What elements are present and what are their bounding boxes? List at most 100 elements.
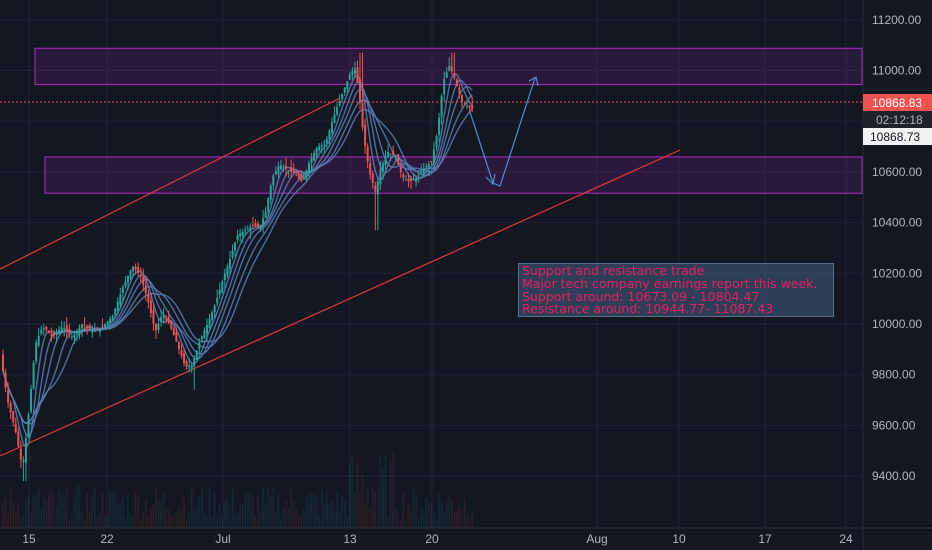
y-tick-label: 10400.00 bbox=[872, 216, 922, 230]
candle bbox=[114, 307, 117, 319]
candle-body bbox=[254, 222, 257, 227]
candle bbox=[228, 250, 231, 275]
candle-body bbox=[450, 66, 453, 72]
candle bbox=[374, 181, 377, 231]
volume-bar bbox=[394, 507, 397, 528]
candle bbox=[22, 456, 25, 482]
candle bbox=[445, 67, 448, 79]
candle-body bbox=[427, 163, 430, 168]
candle-body bbox=[292, 171, 295, 174]
candle-body bbox=[137, 267, 140, 273]
candle bbox=[366, 143, 369, 169]
candle bbox=[132, 266, 135, 277]
support-zone bbox=[44, 156, 863, 194]
candle bbox=[111, 314, 114, 322]
candle-body bbox=[35, 342, 38, 362]
candle-body bbox=[218, 289, 221, 296]
candle bbox=[297, 171, 300, 181]
candle bbox=[88, 322, 91, 330]
volume-bar bbox=[275, 513, 277, 528]
candle bbox=[142, 268, 145, 291]
candle-body bbox=[297, 174, 300, 179]
candle bbox=[75, 328, 78, 342]
candle bbox=[251, 216, 254, 230]
volume-bar bbox=[410, 509, 412, 528]
candle-body bbox=[361, 103, 364, 128]
candle-body bbox=[279, 165, 282, 170]
volume-bar bbox=[415, 493, 417, 528]
candle-body bbox=[425, 166, 428, 168]
candle bbox=[269, 183, 272, 205]
candle bbox=[50, 327, 53, 342]
candle bbox=[45, 325, 48, 333]
candle-body bbox=[290, 166, 293, 172]
volume-bar bbox=[175, 513, 178, 528]
volume-bar bbox=[453, 511, 456, 528]
candle bbox=[12, 410, 15, 427]
volume-bar bbox=[167, 509, 170, 528]
candle-body bbox=[208, 318, 211, 328]
candle bbox=[432, 141, 435, 172]
candle-body bbox=[274, 170, 277, 175]
candle bbox=[430, 161, 433, 165]
volume-bar bbox=[290, 489, 292, 528]
annotation-line-1: Support and resistance trade bbox=[522, 263, 705, 278]
candle-body bbox=[257, 223, 259, 228]
x-tick-label: Aug bbox=[586, 532, 607, 546]
candle bbox=[24, 434, 27, 482]
candle-body bbox=[129, 270, 132, 279]
candle-body bbox=[188, 365, 191, 368]
candle bbox=[55, 328, 58, 343]
candle-body bbox=[22, 460, 25, 463]
volume-bar bbox=[58, 489, 60, 528]
candle bbox=[70, 333, 73, 340]
volume-bar bbox=[198, 496, 201, 528]
volume-bar bbox=[371, 485, 374, 528]
candle-body bbox=[190, 364, 193, 369]
volume-bar bbox=[129, 514, 132, 528]
candle bbox=[285, 157, 288, 177]
candle-body bbox=[305, 170, 308, 180]
last-price-label: 10868.83 bbox=[872, 96, 922, 110]
candle-body bbox=[404, 179, 407, 181]
candle-body bbox=[81, 324, 84, 329]
volume-bar bbox=[428, 500, 430, 528]
volume-bar bbox=[364, 502, 366, 528]
candle bbox=[287, 170, 290, 179]
candle-body bbox=[397, 154, 400, 165]
volume-bar bbox=[17, 503, 20, 528]
volume-bar bbox=[2, 502, 4, 528]
annotation-box[interactable]: Support and resistance trade Major tech … bbox=[518, 263, 834, 317]
candle bbox=[387, 144, 390, 159]
candle-body bbox=[432, 149, 435, 163]
volume-bar bbox=[422, 509, 425, 528]
candle-body bbox=[195, 350, 198, 360]
candle-body bbox=[27, 414, 30, 438]
volume-bar bbox=[333, 513, 336, 528]
candle-body bbox=[387, 152, 390, 158]
candle-body bbox=[251, 225, 254, 227]
candle-body bbox=[177, 342, 180, 349]
candle-body bbox=[466, 105, 469, 107]
candle bbox=[223, 268, 226, 289]
volume-bar bbox=[96, 516, 99, 528]
candle-body bbox=[121, 287, 124, 293]
candle-body bbox=[172, 328, 175, 336]
volume-bar bbox=[106, 515, 109, 528]
volume-bar bbox=[65, 485, 68, 528]
candle-body bbox=[438, 117, 441, 135]
y-tick-label: 10000.00 bbox=[872, 317, 922, 331]
candle bbox=[407, 172, 410, 188]
candle bbox=[290, 159, 293, 179]
volume-bar bbox=[203, 512, 206, 528]
volume-bar bbox=[366, 488, 369, 528]
candle bbox=[203, 327, 206, 339]
volume-bar bbox=[145, 498, 147, 528]
candle-body bbox=[58, 329, 61, 333]
y-tick-label: 11200.00 bbox=[872, 13, 921, 27]
volume-bar bbox=[320, 490, 323, 528]
volume-bar bbox=[45, 499, 48, 528]
volume-bar bbox=[27, 497, 30, 528]
candle bbox=[392, 145, 395, 156]
